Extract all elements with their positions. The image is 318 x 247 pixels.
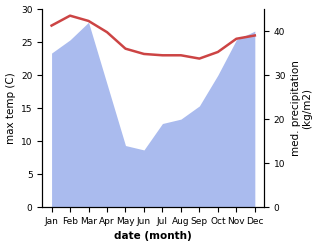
X-axis label: date (month): date (month) [114, 231, 192, 242]
Y-axis label: med. precipitation
(kg/m2): med. precipitation (kg/m2) [291, 60, 313, 156]
Y-axis label: max temp (C): max temp (C) [5, 72, 16, 144]
